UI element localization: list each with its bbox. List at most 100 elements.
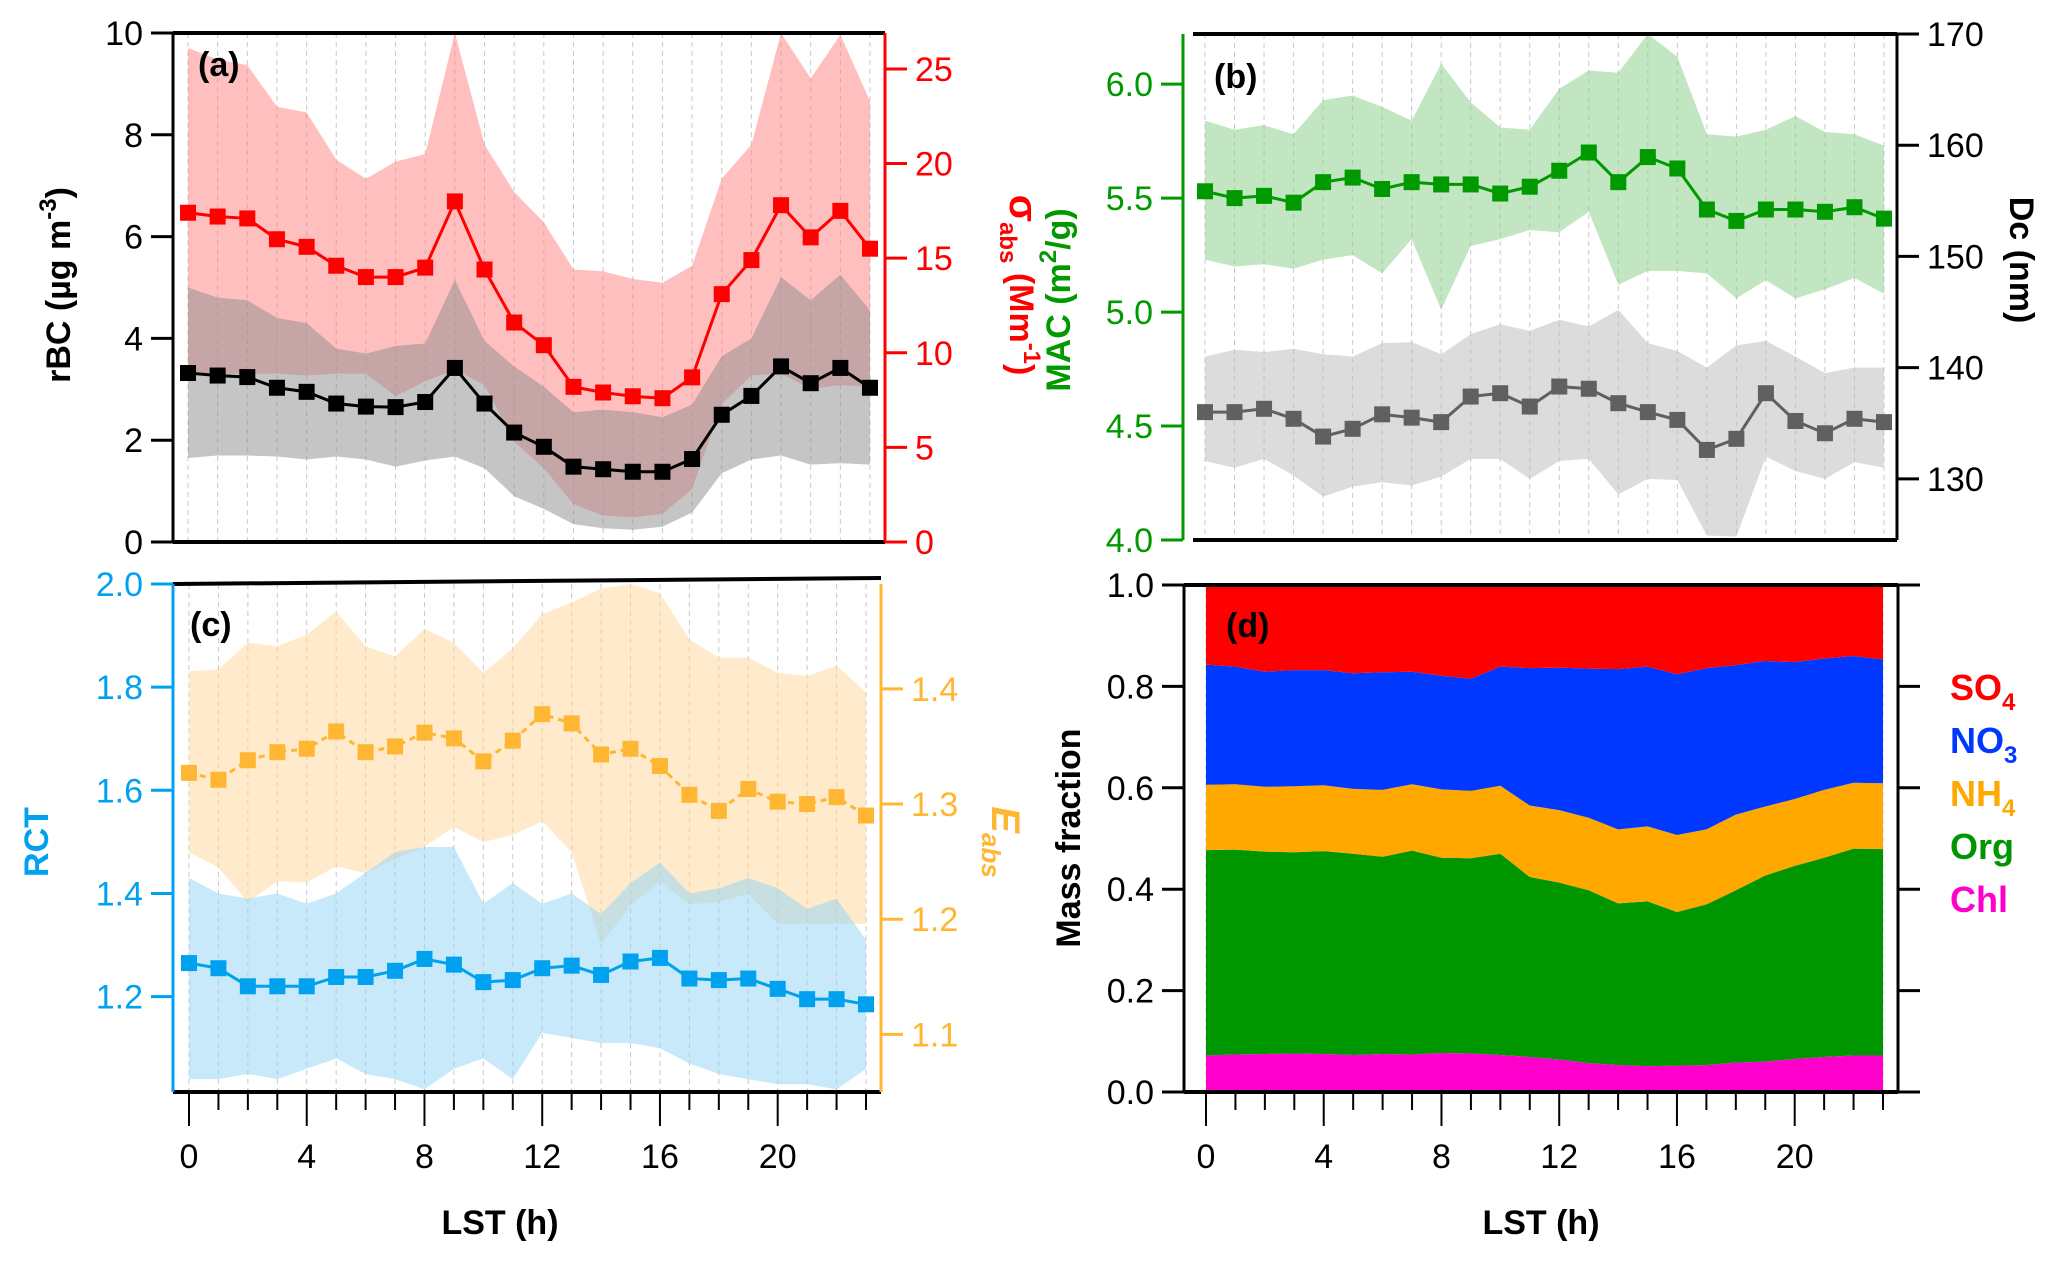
legend-label: Chl [1950,879,2008,920]
dc-axis-title: Dc (nm) [2002,197,2040,324]
eabs-marker [475,753,492,770]
rct-marker [651,949,668,966]
dc-marker [1462,388,1479,405]
mac-marker [1610,174,1627,191]
dc-marker [1521,398,1538,415]
rct-marker [298,978,315,995]
panel-c-top-border [172,576,882,586]
eabs-marker [681,786,698,803]
eabs-marker [387,738,404,755]
sabs-axis-tick-label: 10 [915,335,953,373]
sabs-marker [209,208,226,225]
rbc-marker [713,406,730,423]
rct-marker [563,957,580,974]
mac-marker [1344,169,1361,186]
mac-marker [1846,199,1863,216]
x-axis-d-tick-label: 20 [1776,1138,1814,1176]
sabs-marker [624,388,641,405]
eabs-marker [710,802,727,819]
dc-marker [1757,385,1774,402]
rct-marker [593,966,610,983]
eabs-marker [858,807,874,824]
sabs-marker [417,259,434,276]
sabs-marker [535,337,552,354]
dc-axis-tick-label: 140 [1927,350,1984,388]
eabs-axis-tick-label: 1.2 [911,901,958,939]
eabs-marker [445,730,462,747]
mass-axis-tick-label: 0.6 [1107,770,1154,808]
rbc-marker [298,383,315,400]
mass-fraction-axis-title: Mass fraction [1050,728,1088,947]
mac-marker [1403,174,1420,191]
sabs-axis-tick-label: 15 [915,240,953,278]
x-axis-title-c: LST (h) [441,1204,558,1242]
dc-marker [1226,404,1243,421]
eabs-marker [298,740,315,757]
rct-marker [387,962,404,979]
rct-axis-tick-label: 2.0 [96,566,143,604]
legend-item-no3: NO3 [1950,720,2017,769]
rct-marker [710,972,727,989]
dc-marker [1639,404,1656,421]
mac-marker [1728,212,1745,229]
rbc-axis-tick-label: 8 [124,117,143,155]
dc-marker [1344,420,1361,437]
sabs-marker [713,286,730,303]
rbc-marker [328,395,345,412]
sabs-marker [357,269,374,286]
sabs-marker [773,197,790,214]
rct-marker [181,955,197,972]
sabs-marker [328,257,345,274]
mac-band [1205,34,1884,310]
rbc-marker [535,438,552,455]
dc-marker [1551,378,1568,395]
rbc-marker [209,367,226,384]
dc-marker [1433,414,1450,431]
rbc-marker [832,359,849,376]
legend-label: NO [1950,720,2004,761]
mass-axis-tick-label: 0.0 [1107,1074,1154,1112]
panel-b-label: (b) [1214,58,1257,96]
legend-subscript: 4 [2002,795,2016,822]
sabs-marker [387,269,404,286]
rct-marker [416,950,433,967]
rbc-axis-title: rBC (µg m-3) [35,187,78,383]
rbc-marker [180,365,196,382]
dc-marker [1492,385,1509,402]
legend-label: SO [1950,667,2002,708]
rbc-marker [357,398,374,415]
rct-marker [475,974,492,991]
sabs-axis-title: σabs (Mm-1) [994,195,1045,376]
rbc-marker [624,463,641,480]
dc-marker [1728,430,1745,447]
panel-a: 0 2 4 6 8 10 0 5 10 15 20 25 [105,15,953,562]
eabs-marker [269,744,286,761]
legend-label: NH [1950,773,2002,814]
rbc-marker [565,458,582,475]
eabs-marker [593,746,610,763]
x-axis-c-tick-label: 0 [180,1138,199,1176]
x-axis-c-tick-label: 20 [759,1138,797,1176]
rbc-marker [773,358,790,375]
rct-axis-tick-label: 1.6 [96,772,143,810]
mass-axis-tick-label: 1.0 [1107,567,1154,605]
rct-marker [681,970,698,987]
eabs-marker [181,764,197,781]
dc-marker [1787,413,1804,430]
mac-marker [1521,178,1538,195]
mac-marker [1197,183,1213,200]
rbc-marker [862,379,878,396]
sabs-marker [565,378,582,395]
legend-item-chl: Chl [1950,879,2008,920]
rct-marker [269,978,286,995]
legend-item-nh4: NH4 [1950,773,2016,822]
eabs-marker [622,740,639,757]
dc-marker [1610,395,1627,412]
mac-axis-tick-label: 6.0 [1106,66,1153,104]
sabs-marker [654,390,671,407]
sabs-marker [595,384,612,401]
mac-axis-tick-label: 5.5 [1106,180,1153,218]
x-axis-d-tick-label: 8 [1432,1138,1451,1176]
